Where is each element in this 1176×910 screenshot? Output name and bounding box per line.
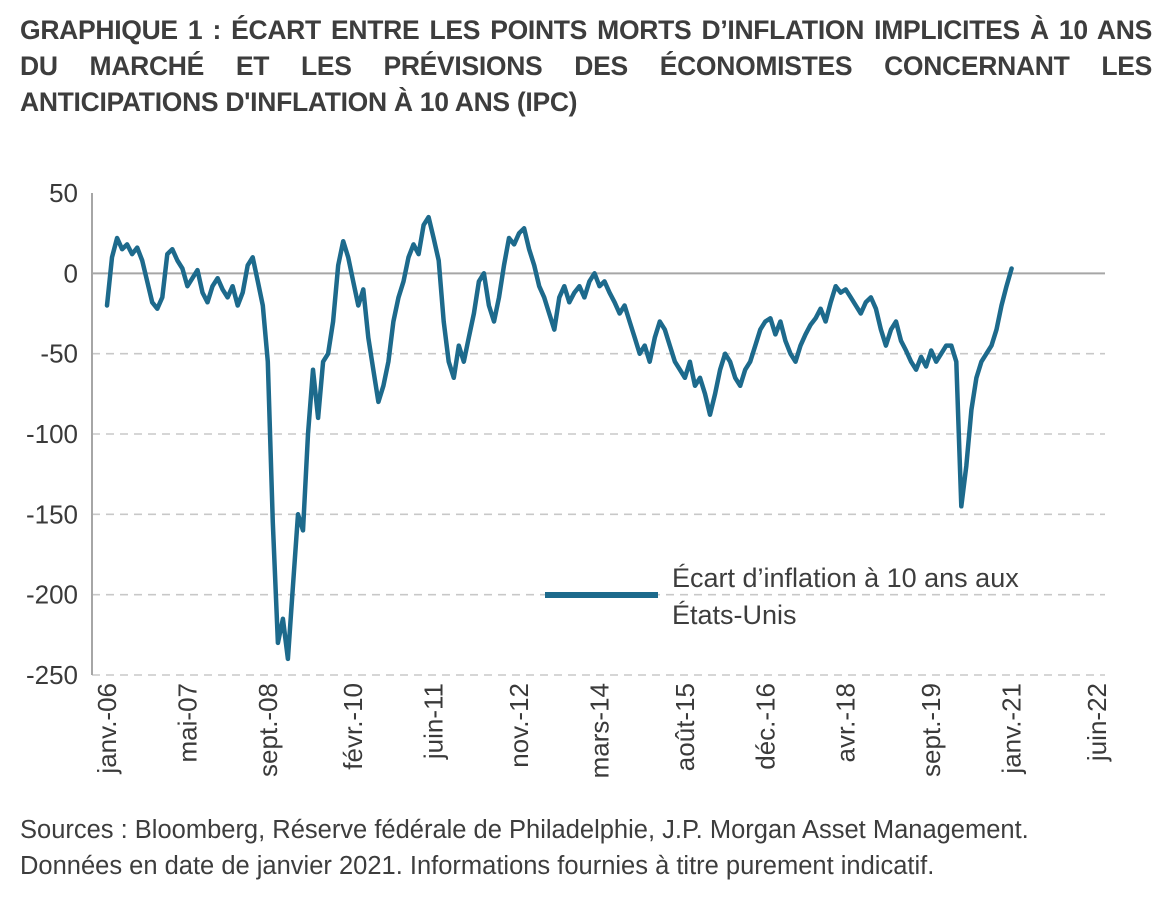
y-tick-label: 50 (49, 183, 78, 208)
x-tick-label: févr.-10 (338, 683, 368, 770)
line-chart: 50 0 -50 -100 -150 -200 -250 janv.-06 mai-07 sep… (26, 183, 1112, 778)
x-tick-label: nov.-12 (504, 683, 534, 768)
x-tick-label: juin-11 (419, 683, 449, 760)
chart-title: GRAPHIQUE 1 : ÉCART ENTRE LES POINTS MOR… (20, 12, 1152, 120)
x-tick-label: janv.-06 (92, 683, 122, 775)
y-tick-label: -100 (26, 419, 78, 449)
legend: Écart d’inflation à 10 ans aux États-Uni… (545, 563, 1019, 630)
y-tick-label: -150 (26, 499, 78, 529)
x-tick-label: janv.-21 (997, 683, 1027, 775)
y-tick-label: -250 (26, 660, 78, 690)
source-note: Sources : Bloomberg, Réserve fédérale de… (20, 812, 1160, 884)
legend-label-line1: Écart d’inflation à 10 ans aux (672, 563, 1019, 593)
x-tick-label: mai-07 (172, 683, 202, 762)
x-tick-label: juin-22 (1082, 683, 1112, 762)
source-note-line2: Données en date de janvier 2021. Informa… (20, 852, 935, 881)
x-tick-label: avr.-18 (831, 683, 861, 763)
y-tick-label: -200 (26, 580, 78, 610)
chart-title-number: GRAPHIQUE 1 : (20, 15, 221, 45)
y-tick-label: 0 (64, 258, 78, 288)
gridlines (91, 193, 1105, 676)
legend-label-line2: États-Unis (672, 600, 797, 630)
series-line-ecart-inflation (104, 214, 1014, 662)
x-axis-labels: janv.-06 mai-07 sept.-08 févr.-10 juin-11 nov… (92, 683, 1112, 778)
y-axis-labels: 50 0 -50 -100 -150 -200 -250 (26, 183, 78, 690)
y-tick-label: -50 (40, 339, 78, 369)
source-note-line1: Sources : Bloomberg, Réserve fédérale de… (20, 816, 1029, 844)
x-tick-label: août-15 (670, 683, 700, 771)
x-tick-label: déc.-16 (750, 683, 780, 770)
x-tick-label: sept.-08 (253, 683, 283, 777)
chart-title-text: ÉCART ENTRE LES POINTS MORTS D’INFLATION… (20, 15, 1152, 118)
x-tick-label: sept.-19 (916, 683, 946, 777)
x-tick-label: mars-14 (584, 683, 614, 778)
